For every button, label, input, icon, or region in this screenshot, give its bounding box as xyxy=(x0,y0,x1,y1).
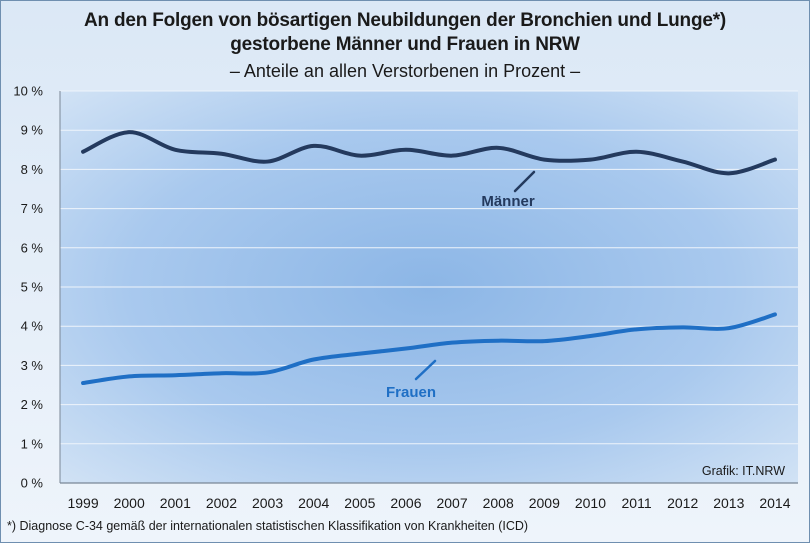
x-tick-label: 2008 xyxy=(483,495,514,511)
series-line-frauen xyxy=(81,312,777,386)
label-leader-line xyxy=(513,170,536,193)
chart-title-line2: gestorbene Männer und Frauen in NRW xyxy=(230,34,580,55)
x-tick-label: 2000 xyxy=(114,495,145,511)
x-tick-label: 2006 xyxy=(390,495,421,511)
y-tick-label: 4 % xyxy=(21,319,44,334)
x-tick-label: 2003 xyxy=(252,495,283,511)
x-tick-label: 1999 xyxy=(67,495,98,511)
chart-title-line1: An den Folgen von bösartigen Neubildunge… xyxy=(83,10,727,31)
x-tick-label: 2002 xyxy=(206,495,237,511)
x-tick-label: 2007 xyxy=(436,495,467,511)
series-lines xyxy=(81,130,777,386)
y-tick-label: 1 % xyxy=(21,436,44,451)
y-tick-label: 6 % xyxy=(21,240,44,255)
series-label: Männer xyxy=(481,193,535,210)
x-axis-ticks: 1999 2000 2001 2002 2003 2004 2005 2006 2007 2008… xyxy=(67,495,790,511)
series-label: Frauen xyxy=(386,384,436,401)
x-tick-label: 2011 xyxy=(622,495,652,511)
y-tick-label: 0 % xyxy=(21,476,44,491)
y-tick-label: 5 % xyxy=(21,280,44,295)
y-tick-label: 8 % xyxy=(21,162,44,177)
chart-subtitle: – Anteile an allen Verstorbenen in Proze… xyxy=(229,61,581,81)
x-tick-label: 2010 xyxy=(575,495,606,511)
y-tick-label: 3 % xyxy=(21,358,44,373)
x-tick-label: 2013 xyxy=(713,495,744,511)
y-tick-label: 2 % xyxy=(21,397,44,412)
x-tick-label: 2009 xyxy=(529,495,560,511)
y-axis-ticks: 0 % 1 % 2 % 3 % 4 % 5 % 6 % 7 % 8 % 9 % 10 % xyxy=(13,84,43,491)
x-tick-label: 2001 xyxy=(160,495,191,511)
series-labels: Männer Frauen xyxy=(386,170,536,401)
series-line-maenner xyxy=(81,130,777,176)
label-leader-line xyxy=(414,359,437,381)
source-label: Grafik: IT.NRW xyxy=(702,464,785,478)
y-tick-label: 10 % xyxy=(13,84,43,99)
x-tick-label: 2005 xyxy=(344,495,375,511)
footnote: *) Diagnose C-34 gemäß der international… xyxy=(7,519,529,533)
x-tick-label: 2014 xyxy=(759,495,790,511)
x-tick-label: 2012 xyxy=(667,495,698,511)
y-tick-label: 9 % xyxy=(21,123,44,138)
y-tick-label: 7 % xyxy=(21,201,44,216)
x-tick-label: 2004 xyxy=(298,495,329,511)
